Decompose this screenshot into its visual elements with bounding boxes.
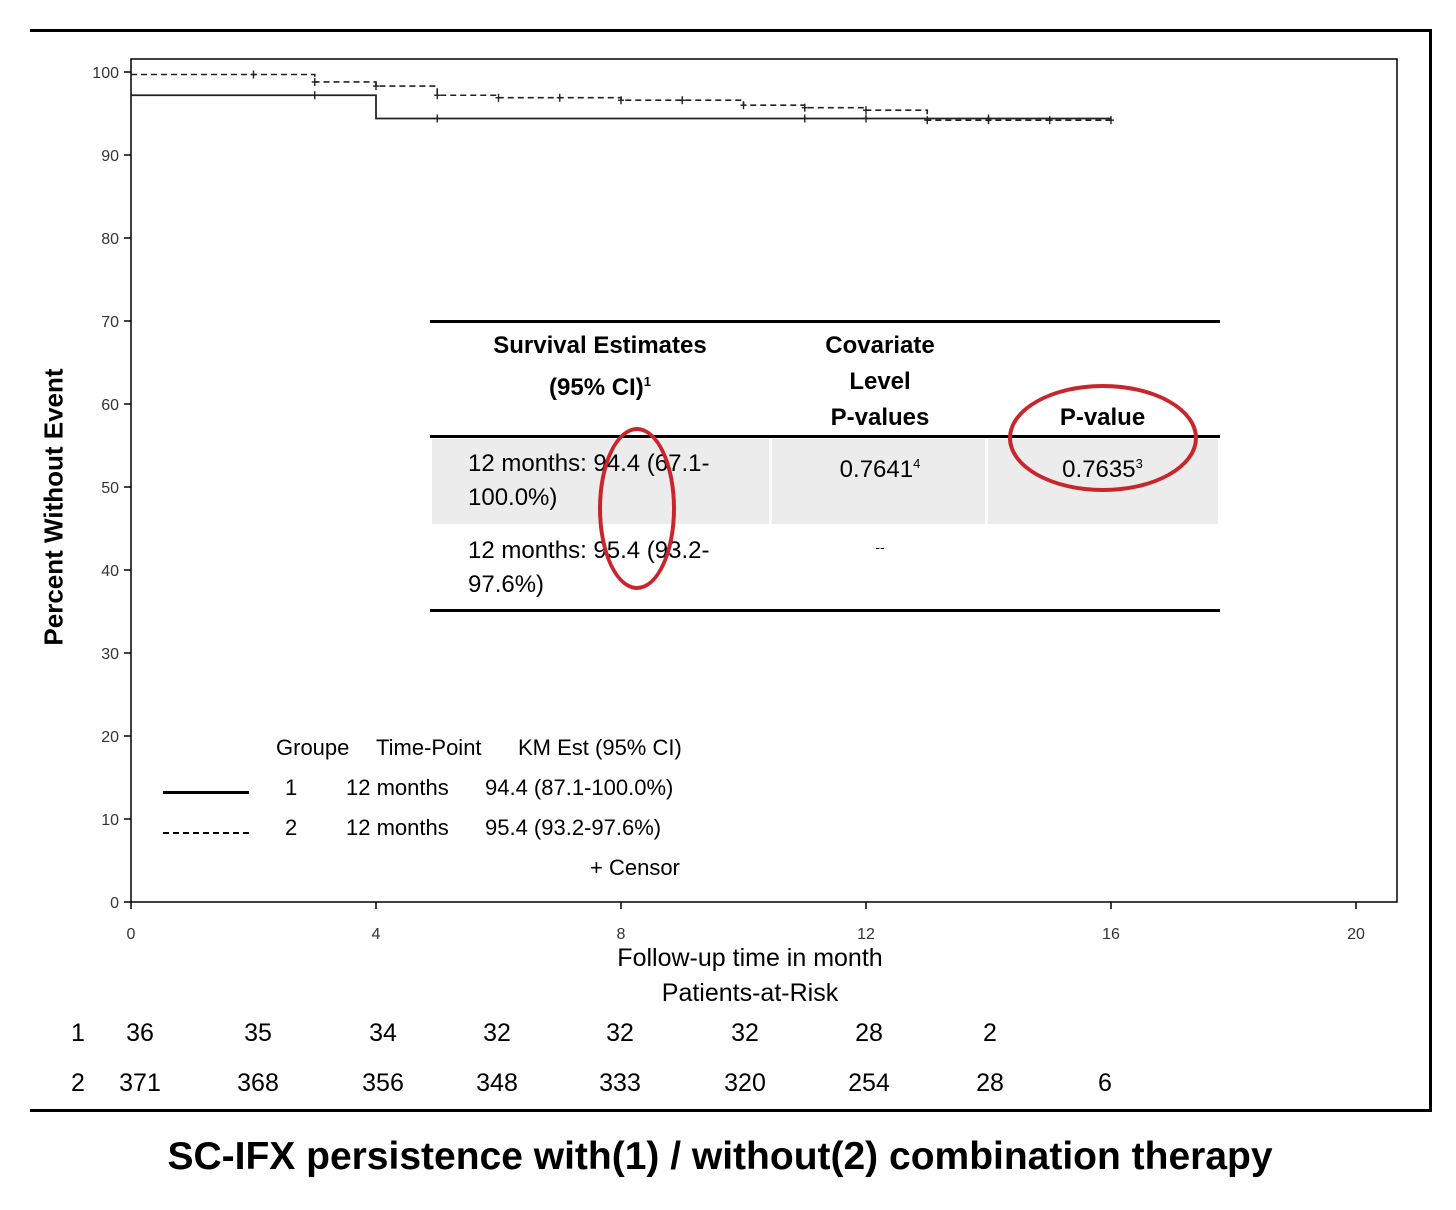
- risk-row2-group: 2: [71, 1069, 85, 1097]
- legend-row1-estimate: 94.4 (87.1-100.0%): [485, 775, 674, 800]
- y-tick-label: 0: [110, 895, 119, 912]
- legend-row2-timepoint: 12 months: [346, 815, 449, 840]
- x-tick-label: 0: [127, 926, 136, 943]
- legend-row2-group: 2: [285, 815, 298, 840]
- y-tick-label: 90: [101, 148, 119, 165]
- legend-header-group: Groupe: [276, 735, 350, 760]
- risk-count: 36: [126, 1019, 154, 1047]
- row1-shade-b: [772, 439, 985, 524]
- x-tick-label: 20: [1347, 926, 1365, 943]
- risk-count: 356: [362, 1069, 404, 1097]
- row1-covariate: 0.76414: [780, 447, 980, 487]
- header-survival-line2: (95% CI)1: [450, 364, 750, 406]
- legend-row1-timepoint: 12 months: [346, 775, 449, 800]
- header-covariate: Covariate Level P-values: [780, 328, 980, 436]
- risk-count: 254: [848, 1069, 890, 1097]
- y-tick-label: 60: [101, 397, 119, 414]
- risk-count: 2: [983, 1019, 997, 1047]
- y-tick-label: 20: [101, 729, 119, 746]
- plot-area: [130, 58, 1398, 903]
- row2-survival-line1: 12 months: 95.4 (93.2-: [468, 537, 710, 564]
- risk-count: 32: [606, 1019, 634, 1047]
- header-covariate-line2: Level: [849, 368, 911, 395]
- header-survival-line1: Survival Estimates: [493, 332, 707, 359]
- risk-count: 28: [855, 1019, 883, 1047]
- header-covariate-line1: Covariate: [825, 332, 935, 359]
- legend-line-dashed: [163, 832, 249, 834]
- risk-count: 6: [1098, 1069, 1112, 1097]
- row1-survival-line1: 12 months: 94.4 (67.1-: [468, 450, 710, 477]
- x-axis-label: Follow-up time in month: [617, 944, 883, 972]
- patients-at-risk-title: Patients-at-Risk: [661, 979, 839, 1007]
- x-tick-label: 4: [372, 926, 381, 943]
- y-tick-label: 70: [101, 314, 119, 331]
- legend-censor-note: + Censor: [590, 855, 680, 880]
- table-header-rule: [430, 435, 1220, 438]
- risk-count: 34: [369, 1019, 397, 1047]
- legend-row2-estimate: 95.4 (93.2-97.6%): [485, 815, 662, 840]
- risk-count: 348: [476, 1069, 518, 1097]
- series-line-1: [131, 94, 1111, 120]
- y-tick-label: 10: [101, 812, 119, 829]
- header-covariate-line3: P-values: [830, 404, 930, 431]
- y-tick-label: 30: [101, 646, 119, 663]
- row1-survival-line2: 100.0%): [468, 484, 558, 511]
- risk-row1-group: 1: [71, 1019, 85, 1047]
- legend-header-estimate: KM Est (95% CI): [518, 735, 682, 760]
- inset-table: Survival Estimates (95% CI)1 Covariate L…: [430, 320, 1220, 612]
- table-bottom-rule: [430, 609, 1220, 612]
- y-tick-label: 80: [101, 231, 119, 248]
- y-axis-label: Percent Without Event: [38, 368, 69, 646]
- risk-count: 35: [244, 1019, 272, 1047]
- header-survival-line2-text: (95% CI): [549, 374, 644, 401]
- legend-header-timepoint: Time-Point: [376, 735, 482, 760]
- risk-count: 320: [724, 1069, 766, 1097]
- highlight-ring-pvalue: [1008, 384, 1198, 492]
- row2-survival-line2: 97.6%): [468, 571, 545, 598]
- series-group: [131, 70, 1114, 125]
- figure-frame: [30, 29, 1432, 1112]
- x-tick-label: 12: [857, 926, 875, 943]
- risk-count: 32: [483, 1019, 511, 1047]
- risk-count: 368: [237, 1069, 279, 1097]
- row2-covariate: --: [875, 539, 885, 555]
- y-tick-label: 40: [101, 563, 119, 580]
- legend-row1-group: 1: [285, 775, 298, 800]
- y-axis: 0 10 20 30 40 50 60 70 80 90 100: [92, 65, 131, 912]
- risk-count: 333: [599, 1069, 641, 1097]
- row1-covariate-footnote: 4: [913, 456, 921, 471]
- table-top-rule: [430, 320, 1220, 323]
- row2-survival: 12 months: 95.4 (93.2- 97.6%): [468, 534, 709, 602]
- risk-count: 32: [731, 1019, 759, 1047]
- x-axis: 0 4 8 12 16 20: [127, 902, 1365, 943]
- header-survival: Survival Estimates (95% CI)1: [450, 328, 750, 406]
- header-survival-footnote: 1: [643, 374, 651, 389]
- highlight-ring-estimates: [598, 427, 676, 590]
- x-tick-label: 8: [617, 926, 626, 943]
- row1-covariate-value: 0.7641: [839, 456, 914, 483]
- x-tick-label: 16: [1102, 926, 1120, 943]
- legend-line-solid: [163, 791, 249, 794]
- figure-caption: SC-IFX persistence with(1) / without(2) …: [167, 1135, 1273, 1178]
- y-tick-label: 100: [92, 65, 119, 82]
- risk-count: 371: [119, 1069, 161, 1097]
- risk-count: 28: [976, 1069, 1004, 1097]
- y-tick-label: 50: [101, 480, 119, 497]
